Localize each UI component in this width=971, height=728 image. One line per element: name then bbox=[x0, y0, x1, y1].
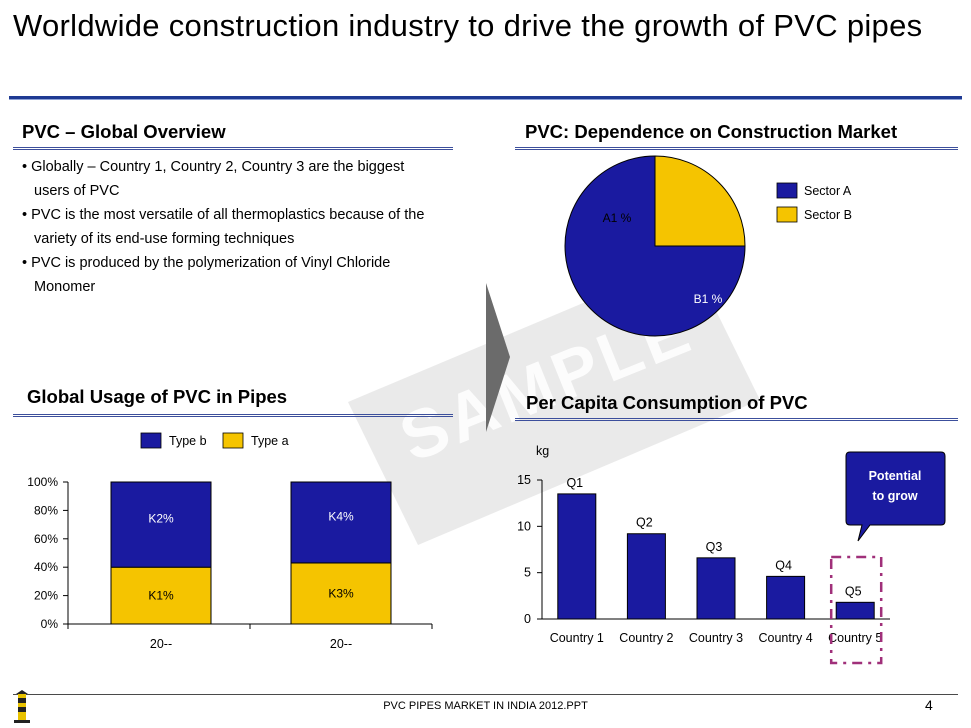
x-tick-label: Country 4 bbox=[758, 631, 812, 645]
stacked-bar-label: K2% bbox=[148, 512, 174, 526]
bar-value-label: Q1 bbox=[566, 476, 583, 490]
per-capita-heading: Per Capita Consumption of PVC bbox=[526, 392, 808, 413]
callout-bubble bbox=[845, 451, 946, 542]
per-capita-bar bbox=[557, 493, 597, 620]
per-capita-rule bbox=[515, 418, 958, 421]
bullet-item: PVC is the most versatile of all thermop… bbox=[22, 203, 442, 251]
pie-slice bbox=[564, 155, 746, 337]
y-tick-label: 100% bbox=[27, 475, 58, 489]
bar-value-label: Q3 bbox=[706, 540, 723, 554]
legend-swatch bbox=[776, 182, 798, 199]
legend-swatch bbox=[222, 432, 244, 449]
per-capita-bar bbox=[696, 557, 736, 620]
legend-swatch bbox=[140, 432, 162, 449]
stacked-bar-chart: Type b Type a 0%20%40%60%80%100%20-- 20-- … bbox=[27, 432, 433, 651]
bullet-item: Globally – Country 1, Country 2, Country… bbox=[22, 155, 442, 203]
lighthouse-logo-icon bbox=[14, 690, 30, 723]
callout-text-line: Potential bbox=[869, 469, 922, 483]
stacked-bar-segment bbox=[110, 481, 212, 568]
per-capita-bar bbox=[626, 533, 666, 620]
overview-rule bbox=[13, 147, 453, 150]
legend-label: Sector B bbox=[804, 208, 852, 222]
pie-slice-label: B1 % bbox=[694, 292, 723, 306]
x-tick-label: Country 1 bbox=[550, 631, 604, 645]
stacked-legend: Type b Type a bbox=[140, 432, 289, 449]
dependence-rule bbox=[515, 147, 958, 150]
legend-swatch bbox=[776, 206, 798, 223]
bullet-item: PVC is produced by the polymerization of… bbox=[22, 251, 442, 299]
potential-callout: Potential to grow bbox=[829, 451, 946, 665]
highlight-box bbox=[829, 555, 883, 665]
stacked-bars: K1% K2% K3% K4% bbox=[110, 481, 392, 625]
stacked-bar-segment bbox=[110, 566, 212, 625]
pie-chart: A1 % B1 % Sector A Sector B bbox=[564, 155, 852, 337]
y-tick-label: 80% bbox=[34, 503, 58, 517]
page-number: 4 bbox=[925, 697, 933, 713]
pie-legend: Sector A Sector B bbox=[776, 182, 852, 223]
y-tick-label: 15 bbox=[517, 473, 531, 487]
legend-label: Type a bbox=[251, 434, 289, 448]
stacked-bar-label: K3% bbox=[328, 586, 354, 600]
stacked-bar-label: K4% bbox=[328, 509, 354, 523]
bar-value-label: Q5 bbox=[845, 584, 862, 598]
y-tick-label: 0% bbox=[41, 617, 59, 631]
footer-rule bbox=[13, 694, 958, 695]
stacked-bar-segment bbox=[290, 562, 392, 625]
y-tick-label: 40% bbox=[34, 560, 58, 574]
stacked-bar-segment bbox=[290, 481, 392, 564]
per-capita-bars: Q1 Q2 Q3 Q4 Q5 bbox=[557, 476, 875, 620]
y-tick-label: 20% bbox=[34, 589, 58, 603]
title-rule bbox=[9, 96, 962, 100]
x-tick-label: 20-- bbox=[150, 637, 172, 651]
pie-slices bbox=[564, 155, 746, 337]
slide-title: Worldwide construction industry to drive… bbox=[13, 8, 923, 43]
usage-rule bbox=[13, 414, 453, 417]
x-tick-label: Country 5 bbox=[828, 631, 882, 645]
y-tick-label: 0 bbox=[524, 612, 531, 626]
per-capita-bar bbox=[835, 601, 875, 620]
callout-text-line: to grow bbox=[872, 489, 917, 503]
y-tick-label: 60% bbox=[34, 532, 58, 546]
x-tick-label: 20-- bbox=[330, 637, 352, 651]
bar-value-label: Q4 bbox=[775, 558, 792, 572]
divider-arrow-icon bbox=[486, 283, 510, 432]
pie-labels: A1 % B1 % bbox=[603, 211, 723, 306]
y-axis-unit-label: kg bbox=[536, 444, 549, 458]
legend-label: Sector A bbox=[804, 184, 852, 198]
bar-value-label: Q2 bbox=[636, 516, 653, 530]
overview-heading: PVC – Global Overview bbox=[22, 121, 226, 142]
legend-label: Type b bbox=[169, 434, 207, 448]
usage-heading: Global Usage of PVC in Pipes bbox=[27, 386, 288, 407]
footer-text: PVC PIPES MARKET IN INDIA 2012.PPT bbox=[383, 700, 588, 712]
x-tick-label: Country 3 bbox=[689, 631, 743, 645]
y-tick-label: 10 bbox=[517, 519, 531, 533]
per-capita-bar-chart: kg 0 5 10 15 Country 1 Country 2 Country 3 Count… bbox=[517, 444, 946, 665]
overview-bullets: Globally – Country 1, Country 2, Country… bbox=[22, 155, 442, 299]
stacked-bar-label: K1% bbox=[148, 589, 174, 603]
y-tick-label: 5 bbox=[524, 566, 531, 580]
per-capita-bar bbox=[766, 575, 806, 620]
x-tick-label: Country 2 bbox=[619, 631, 673, 645]
pie-slice bbox=[654, 155, 746, 247]
pie-slice-label: A1 % bbox=[603, 211, 632, 225]
dependence-heading: PVC: Dependence on Construction Market bbox=[525, 121, 898, 142]
